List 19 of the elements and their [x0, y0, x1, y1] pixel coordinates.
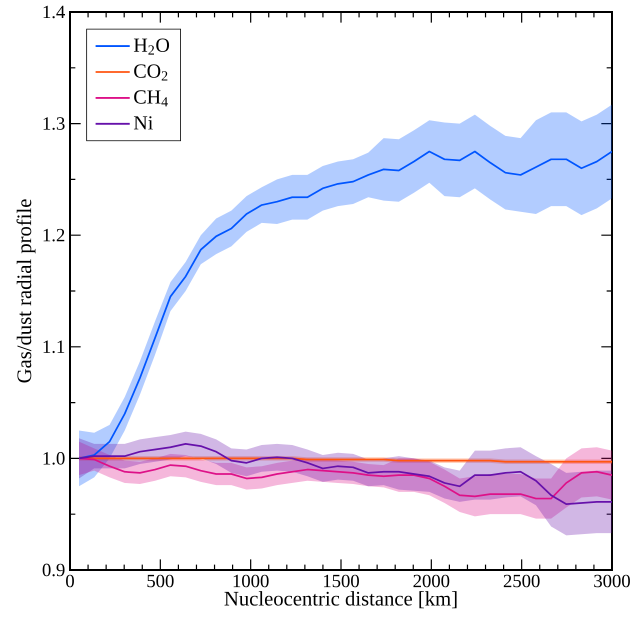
legend-label: CH$_{4}$ [134, 90, 168, 106]
legend-label: Ni [134, 116, 153, 130]
y-tick-label: 1.2 [44, 228, 64, 242]
y-axis-title: Gas/dust radial profile [16, 199, 36, 383]
legend-label: H$_{2}$O [134, 38, 170, 55]
y-tick-label: 1.3 [44, 117, 65, 130]
y-tick-label: 0.9 [42, 564, 65, 576]
y-tick-label: 1.4 [44, 6, 66, 18]
legend-label: CO$_{2}$ [134, 64, 168, 80]
x-tick-label: 1000 [234, 574, 269, 588]
x-tick-label: 500 [147, 574, 174, 588]
x-tick-label: 0 [66, 574, 74, 588]
x-tick-label: 2500 [504, 574, 540, 588]
x-tick-label: 2000 [413, 574, 450, 588]
x-axis-title: Nucleocentric distance [km] [224, 591, 457, 608]
y-tick-label: 1.0 [44, 452, 65, 465]
x-tick-label: 3000 [594, 574, 630, 588]
y-tick-label: 1.1 [44, 340, 64, 354]
x-tick-label: 1500 [324, 574, 359, 588]
